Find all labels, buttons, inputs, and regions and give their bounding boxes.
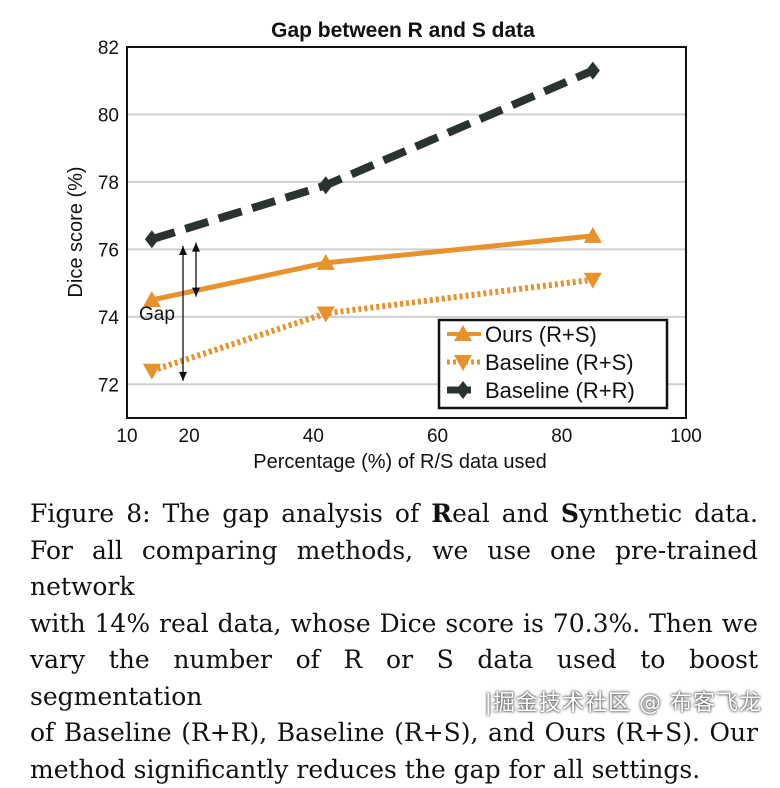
chart-title: Gap between R and S data — [271, 19, 535, 42]
caption-text: ynthetic data. — [579, 499, 758, 528]
caption-text: The gap analysis of — [163, 499, 420, 528]
y-axis-label: Dice score (%) — [65, 166, 87, 297]
legend-label-baseline-r-s: Baseline (R+S) — [485, 350, 634, 375]
y-tick-label-74: 74 — [98, 308, 120, 329]
gap-arrow-ours — [192, 243, 200, 297]
caption-line-2: For all comparing methods, we use one pr… — [30, 533, 758, 606]
series-baseline-r-r — [145, 62, 600, 249]
caption-bold-s: S — [561, 499, 579, 528]
legend-label-ours-r-s: Ours (R+S) — [485, 322, 597, 347]
data-point-baseline-r-r-14 — [145, 230, 159, 248]
gap-arrow-ours-head — [192, 243, 200, 252]
caption-line-6: method significantly reduces the gap for… — [30, 752, 758, 788]
caption-text: eal and — [452, 499, 549, 528]
x-tick-label-60: 60 — [427, 426, 448, 447]
gap-arrow-baseline-head — [179, 372, 187, 381]
series-ours-r-s — [143, 227, 602, 307]
series-line-baseline-r-r — [152, 71, 593, 240]
caption-line-5: of Baseline (R+R), Baseline (R+S), and O… — [30, 715, 758, 752]
y-tick-label-72: 72 — [98, 375, 119, 396]
legend: Ours (R+S) Baseline (R+S) Baseline (R+R) — [439, 320, 667, 408]
caption-line-1: Figure 8: The gap analysis of Real and S… — [30, 496, 758, 533]
gap-annotation: Gap — [139, 243, 200, 381]
caption-line-3: with 14% real data, whose Dice score is … — [30, 606, 758, 643]
data-point-baseline-r-s-14 — [143, 364, 161, 380]
x-tick-label-40: 40 — [303, 426, 324, 447]
legend-label-baseline-r-r: Baseline (R+R) — [485, 378, 635, 403]
gap-label: Gap — [139, 304, 175, 325]
watermark: |掘金技术社区 @ 布客飞龙 — [485, 685, 762, 717]
figure-caption: Figure 8: The gap analysis of Real and S… — [30, 496, 758, 788]
caption-label: Figure 8: — [30, 499, 151, 528]
y-tick-label-80: 80 — [98, 105, 119, 126]
y-tick-label-76: 76 — [98, 240, 119, 261]
gap-arrow-baseline-head — [179, 246, 187, 255]
x-tick-label-10: 10 — [116, 426, 137, 447]
chart: Gap between R and S data 72 74 76 78 80 82 10 2… — [0, 0, 780, 490]
x-tick-label-80: 80 — [551, 426, 572, 447]
caption-bold-r: R — [431, 499, 452, 528]
y-tick-label-82: 82 — [98, 38, 119, 59]
x-tick-label-100: 100 — [670, 426, 702, 447]
y-tick-label-78: 78 — [98, 173, 119, 194]
x-tick-label-20: 20 — [179, 426, 200, 447]
x-axis-label: Percentage (%) of R/S data used — [253, 451, 547, 473]
